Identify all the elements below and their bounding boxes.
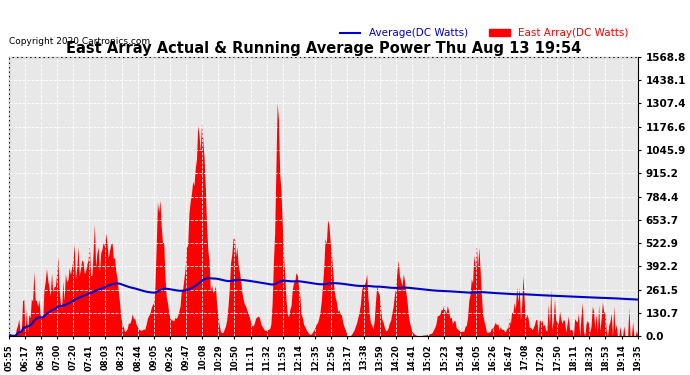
Title: East Array Actual & Running Average Power Thu Aug 13 19:54: East Array Actual & Running Average Powe… <box>66 40 581 56</box>
Legend: Average(DC Watts), East Array(DC Watts): Average(DC Watts), East Array(DC Watts) <box>335 24 633 42</box>
Text: Copyright 2020 Cartronics.com: Copyright 2020 Cartronics.com <box>9 36 150 45</box>
